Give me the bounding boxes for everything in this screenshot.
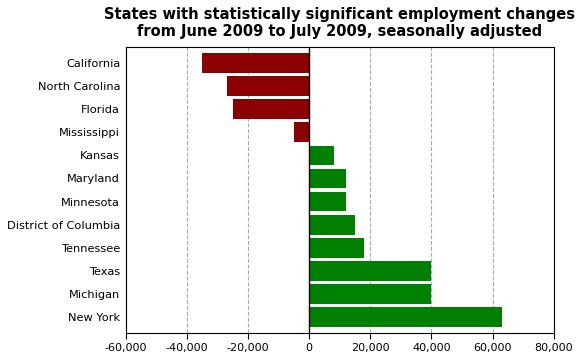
Bar xyxy=(233,99,309,119)
Bar xyxy=(294,122,309,142)
Bar xyxy=(309,215,355,235)
Bar xyxy=(309,284,432,304)
Title: States with statistically significant employment changes
from June 2009 to July : States with statistically significant em… xyxy=(104,7,575,39)
Bar xyxy=(309,168,346,188)
Bar xyxy=(309,192,346,211)
Bar xyxy=(309,145,334,165)
Bar xyxy=(309,261,432,281)
Bar xyxy=(202,53,309,73)
Bar xyxy=(309,238,364,258)
Bar xyxy=(227,76,309,96)
Bar xyxy=(309,307,502,327)
